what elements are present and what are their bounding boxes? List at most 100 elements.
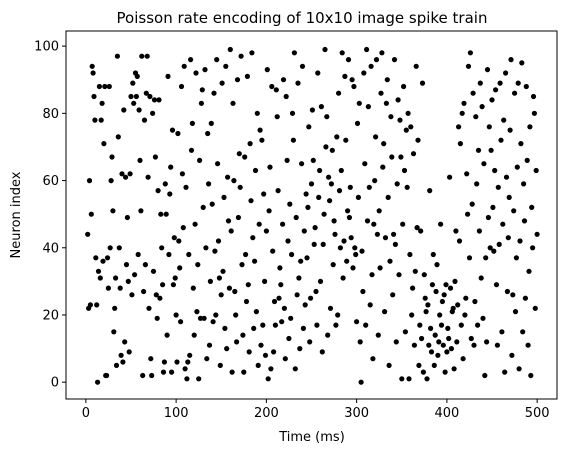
spike-point-126 <box>199 101 204 106</box>
spike-point-494 <box>531 94 536 99</box>
spike-point-83 <box>160 282 165 287</box>
spike-point-108 <box>183 366 188 371</box>
spike-point-279 <box>337 188 342 193</box>
spike-point-345 <box>396 272 401 277</box>
spike-point-266 <box>325 333 330 338</box>
spike-point-343 <box>395 181 400 186</box>
spike-point-22 <box>105 255 110 260</box>
spike-point-294 <box>350 265 355 270</box>
spike-point-112 <box>186 252 191 257</box>
spike-point-428 <box>471 343 476 348</box>
spike-point-407 <box>452 279 457 284</box>
spike-point-487 <box>525 158 530 163</box>
spike-point-398 <box>444 349 449 354</box>
spike-point-137 <box>209 121 214 126</box>
spike-point-58 <box>137 158 142 163</box>
x-tick-label: 0 <box>82 406 90 421</box>
spike-point-115 <box>189 148 194 153</box>
spike-point-379 <box>427 188 432 193</box>
spike-point-248 <box>309 181 314 186</box>
spike-point-380 <box>428 326 433 331</box>
spike-point-167 <box>236 215 241 220</box>
spike-point-436 <box>479 275 484 280</box>
spike-point-252 <box>313 225 318 230</box>
spike-point-173 <box>241 370 246 375</box>
spike-point-25 <box>108 245 113 250</box>
spike-point-450 <box>491 249 496 254</box>
spike-point-424 <box>468 50 473 55</box>
spike-point-448 <box>489 97 494 102</box>
spike-point-129 <box>202 316 207 321</box>
spike-point-210 <box>275 114 280 119</box>
spike-point-452 <box>493 87 498 92</box>
spike-point-183 <box>250 235 255 240</box>
spike-point-215 <box>279 319 284 324</box>
spike-point-338 <box>390 292 395 297</box>
spike-point-78 <box>156 188 161 193</box>
spike-point-230 <box>293 366 298 371</box>
spike-point-177 <box>245 74 250 79</box>
spike-point-155 <box>225 175 230 180</box>
spike-point-13 <box>97 84 102 89</box>
spike-point-55 <box>135 74 140 79</box>
spike-point-316 <box>370 356 375 361</box>
spike-point-301 <box>357 101 362 106</box>
spike-point-263 <box>322 47 327 52</box>
spike-point-445 <box>487 124 492 129</box>
spike-point-260 <box>320 349 325 354</box>
spike-point-291 <box>348 185 353 190</box>
spike-point-229 <box>292 50 297 55</box>
spike-point-188 <box>255 111 260 116</box>
spike-point-332 <box>385 77 390 82</box>
spike-point-456 <box>497 242 502 247</box>
spike-point-145 <box>216 238 221 243</box>
spike-point-457 <box>498 81 503 86</box>
spike-point-133 <box>205 131 210 136</box>
spike-point-99 <box>174 359 179 364</box>
spike-point-15 <box>99 118 104 123</box>
spike-point-205 <box>270 249 275 254</box>
spike-point-18 <box>101 141 106 146</box>
spike-point-31 <box>113 275 118 280</box>
spike-point-227 <box>290 111 295 116</box>
spike-point-71 <box>149 373 154 378</box>
spike-point-131 <box>203 245 208 250</box>
y-tick-label: 100 <box>34 40 59 55</box>
spike-point-182 <box>249 50 254 55</box>
spike-point-159 <box>229 228 234 233</box>
spike-point-264 <box>323 144 328 149</box>
spike-point-406 <box>452 366 457 371</box>
spike-point-451 <box>492 168 497 173</box>
spike-point-278 <box>336 91 341 96</box>
spike-point-95 <box>171 282 176 287</box>
spike-point-44 <box>125 215 130 220</box>
spike-point-73 <box>151 269 156 274</box>
spike-point-348 <box>399 376 404 381</box>
spike-point-132 <box>204 356 209 361</box>
spike-point-328 <box>381 141 386 146</box>
spike-point-335 <box>387 259 392 264</box>
spike-point-39 <box>120 359 125 364</box>
spike-point-354 <box>405 185 410 190</box>
spike-point-286 <box>343 138 348 143</box>
spike-point-87 <box>164 212 169 217</box>
spike-point-267 <box>326 175 331 180</box>
spike-point-314 <box>369 64 374 69</box>
spike-point-62 <box>141 289 146 294</box>
spike-point-24 <box>107 84 112 89</box>
spike-point-119 <box>193 222 198 227</box>
spike-point-195 <box>261 191 266 196</box>
spike-point-327 <box>380 165 385 170</box>
x-tick-label: 500 <box>525 406 550 421</box>
spike-point-240 <box>302 228 307 233</box>
spike-point-449 <box>490 205 495 210</box>
spike-point-453 <box>494 282 499 287</box>
spike-point-377 <box>425 302 430 307</box>
spike-point-480 <box>518 141 523 146</box>
spike-point-233 <box>295 81 300 86</box>
spike-point-381 <box>429 349 434 354</box>
spike-point-222 <box>285 238 290 243</box>
spike-point-49 <box>129 292 134 297</box>
spike-point-378 <box>426 343 431 348</box>
spike-point-80 <box>157 296 162 301</box>
